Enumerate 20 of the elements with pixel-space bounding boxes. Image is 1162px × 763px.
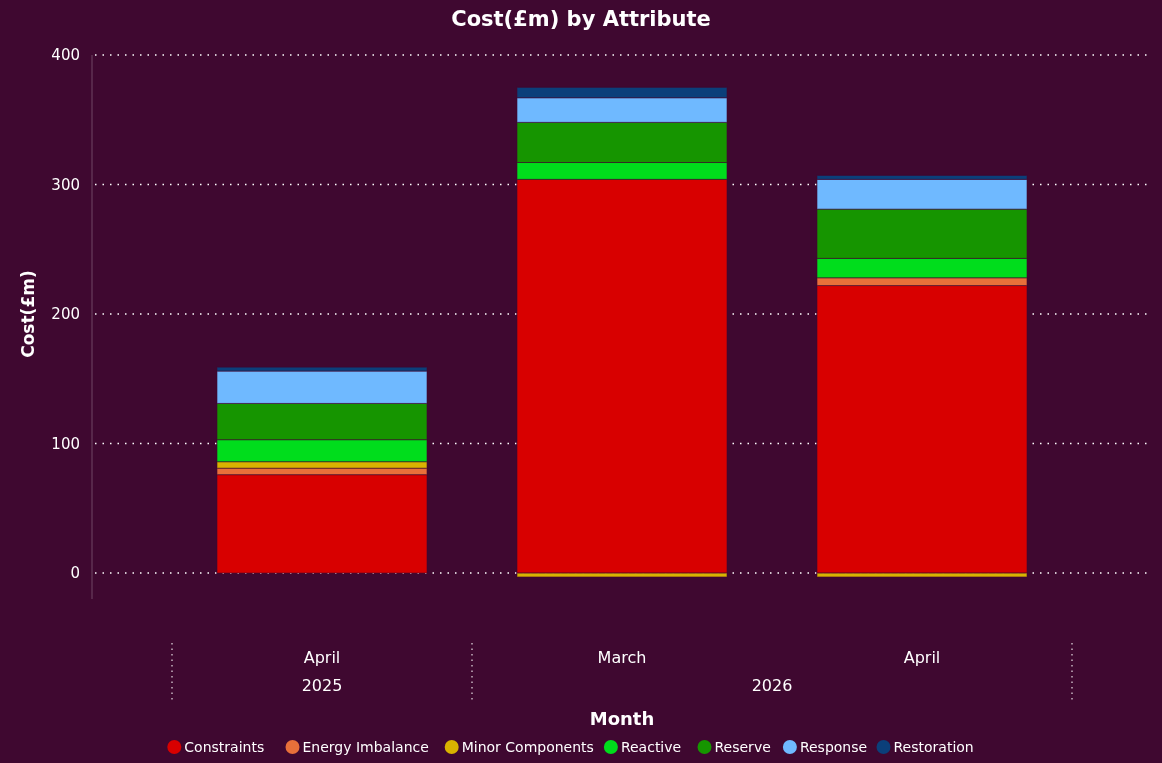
y-tick-label: 400	[51, 46, 80, 65]
legend-label: Restoration	[893, 739, 974, 755]
legend-label: Reactive	[620, 739, 682, 755]
y-axis-title: Cost(£m)	[18, 270, 38, 358]
x-tick-label: April	[303, 648, 341, 667]
x-tick-label: March	[597, 648, 647, 667]
x-tick-label: April	[903, 648, 941, 667]
x-axis-title: Month	[589, 708, 655, 729]
y-tick-label: 0	[70, 564, 80, 583]
y-tick-label: 300	[51, 175, 80, 194]
legend-label: Response	[799, 739, 868, 755]
text: 2025	[301, 676, 343, 695]
legend-label: Minor Components	[461, 739, 594, 755]
text: 2026	[751, 676, 793, 695]
chart-title: Cost(£m) by Attribute	[451, 7, 711, 31]
legend-label: Reserve	[714, 739, 771, 755]
legend-label: Constraints	[184, 739, 265, 755]
y-tick-label: 200	[51, 305, 80, 324]
legend-label: Energy Imbalance	[302, 739, 429, 755]
y-tick-label: 100	[51, 434, 80, 453]
